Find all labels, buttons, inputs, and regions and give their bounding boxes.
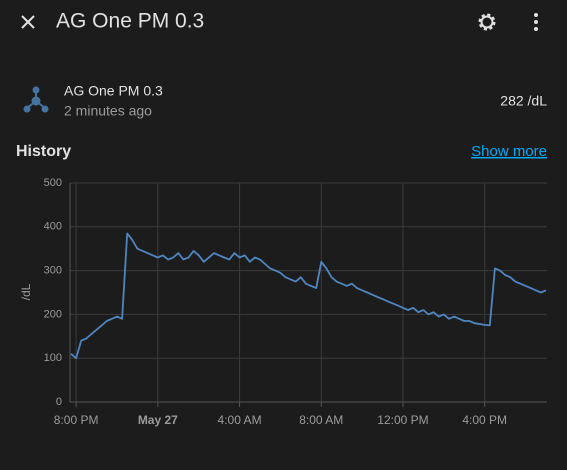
y-tick-label: 300 — [44, 265, 62, 277]
x-tick-label: 8:00 PM — [54, 413, 99, 427]
entity-icon — [23, 86, 49, 113]
entity-state: 282 /dL — [500, 93, 547, 109]
x-tick-label: 4:00 AM — [218, 413, 262, 427]
menu-button[interactable] — [534, 13, 538, 31]
data-line — [70, 232, 547, 360]
entity-name: AG One PM 0.3 — [64, 83, 163, 99]
x-tick-label: 8:00 AM — [299, 413, 343, 427]
x-tick-label: 4:00 PM — [462, 413, 507, 427]
y-tick-label: 100 — [44, 352, 62, 364]
x-tick-label: May 27 — [138, 413, 178, 427]
y-tick-label: 400 — [44, 221, 62, 233]
show-more-link[interactable]: Show more — [471, 143, 547, 160]
y-tick-label: 0 — [56, 396, 62, 408]
y-axis-label: /dL — [19, 283, 33, 300]
dialog-title: AG One PM 0.3 — [56, 10, 204, 33]
y-tick-label: 200 — [44, 308, 62, 320]
history-title: History — [16, 143, 71, 160]
settings-button[interactable] — [478, 13, 496, 31]
y-tick-label: 500 — [44, 177, 62, 189]
entity-time: 2 minutes ago — [64, 103, 152, 119]
close-button[interactable] — [21, 15, 35, 29]
x-tick-label: 12:00 PM — [377, 413, 428, 427]
